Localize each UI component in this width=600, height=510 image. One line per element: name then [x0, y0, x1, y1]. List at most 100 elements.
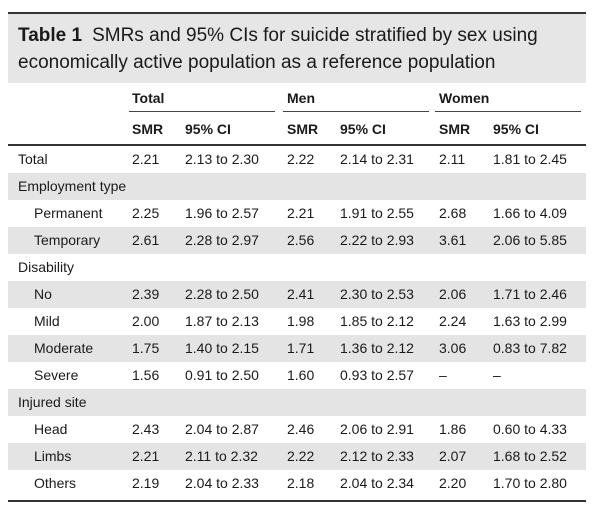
row-label: No: [34, 286, 52, 302]
row-label: Mild: [34, 313, 60, 329]
table-row: Others 2.19 2.04 to 2.33 2.18 2.04 to 2.34 2.…: [8, 470, 586, 497]
cell-total-ci: 0.91 to 2.50: [185, 367, 259, 383]
cell-women-ci: 1.70 to 2.80: [493, 475, 567, 491]
cell-men-ci: 2.30 to 2.53: [340, 286, 414, 302]
cell-total-smr: 2.25: [132, 205, 160, 221]
header-rule: [8, 144, 586, 146]
cell-men-ci: 1.85 to 2.12: [340, 313, 414, 329]
cell-women-ci: 0.83 to 7.82: [493, 340, 567, 356]
caption-text-1: SMRs and 95% CIs for suicide stratified …: [92, 25, 538, 46]
cell-women-smr: 3.61: [439, 232, 467, 248]
row-label: Others: [34, 475, 77, 491]
cell-women-smr: –: [439, 367, 447, 383]
cell-men-smr: 2.46: [287, 421, 315, 437]
col-header-men-smr: SMR: [287, 121, 319, 137]
cell-men-ci: 1.91 to 2.55: [340, 205, 414, 221]
cell-total-smr: 1.56: [132, 367, 160, 383]
row-label: Temporary: [34, 232, 101, 248]
cell-men-smr: 1.71: [287, 340, 315, 356]
cell-men-ci: 2.06 to 2.91: [340, 421, 414, 437]
col-header-total-ci: 95% CI: [185, 121, 231, 137]
cell-total-ci: 2.13 to 2.30: [185, 151, 259, 167]
cell-total-ci: 2.28 to 2.97: [185, 232, 259, 248]
cell-women-ci: 1.66 to 4.09: [493, 205, 567, 221]
cell-total-ci: 2.04 to 2.33: [185, 475, 259, 491]
cell-total-ci: 1.40 to 2.15: [185, 340, 259, 356]
cell-women-smr: 2.06: [439, 286, 467, 302]
row-label: Moderate: [34, 340, 94, 356]
cell-total-smr: 2.19: [132, 475, 160, 491]
cell-men-ci: 2.04 to 2.34: [340, 475, 414, 491]
row-label: Total: [18, 151, 48, 167]
cell-women-ci: 1.68 to 2.52: [493, 448, 567, 464]
table-row: Mild 2.00 1.87 to 2.13 1.98 1.85 to 2.12 2.24…: [8, 308, 586, 335]
group-header-men: Men: [287, 90, 315, 106]
row-label: Severe: [34, 367, 79, 383]
cell-women-ci: 1.81 to 2.45: [493, 151, 567, 167]
cell-men-ci: 2.22 to 2.93: [340, 232, 414, 248]
row-label: Limbs: [34, 448, 72, 464]
cell-men-smr: 2.56: [287, 232, 315, 248]
cell-total-smr: 2.00: [132, 313, 160, 329]
cell-men-smr: 2.41: [287, 286, 315, 302]
cell-women-ci: 1.63 to 2.99: [493, 313, 567, 329]
cell-women-ci: 2.06 to 5.85: [493, 232, 567, 248]
cell-total-smr: 2.61: [132, 232, 160, 248]
cell-men-smr: 1.60: [287, 367, 315, 383]
table-label: Table 1: [18, 25, 83, 46]
cell-women-ci: –: [493, 367, 501, 383]
caption-line-1: Table 1 SMRs and 95% CIs for suicide stra…: [18, 24, 538, 48]
col-header-women-ci: 95% CI: [493, 121, 539, 137]
table-row: No 2.39 2.28 to 2.50 2.41 2.30 to 2.53 2.06 1.…: [8, 281, 586, 308]
cell-total-ci: 2.04 to 2.87: [185, 421, 259, 437]
cell-men-ci: 0.93 to 2.57: [340, 367, 414, 383]
group-header-row: Total Men Women: [8, 83, 586, 113]
bottom-rule: [8, 500, 586, 502]
col-header-men-ci: 95% CI: [340, 121, 386, 137]
cell-women-smr: 2.68: [439, 205, 467, 221]
group-header-total: Total: [132, 90, 165, 106]
table-row: Temporary 2.61 2.28 to 2.97 2.56 2.22 to 2.9…: [8, 227, 586, 254]
section-row: Injured site: [8, 389, 586, 416]
section-row: Disability: [8, 254, 586, 281]
cell-total-smr: 2.43: [132, 421, 160, 437]
cell-total-ci: 1.87 to 2.13: [185, 313, 259, 329]
section-label: Employment type: [18, 178, 127, 194]
col-header-women-smr: SMR: [439, 121, 471, 137]
cell-men-ci: 2.12 to 2.33: [340, 448, 414, 464]
row-label: Permanent: [34, 205, 103, 221]
cell-total-ci: 1.96 to 2.57: [185, 205, 259, 221]
cell-total-smr: 1.75: [132, 340, 160, 356]
col-header-total-smr: SMR: [132, 121, 164, 137]
section-label: Disability: [18, 259, 75, 275]
cell-total-smr: 2.21: [132, 151, 160, 167]
caption-line-2: economically active population as a refe…: [18, 52, 496, 73]
cell-total-ci: 2.28 to 2.50: [185, 286, 259, 302]
cell-women-ci: 0.60 to 4.33: [493, 421, 567, 437]
table-row: Head 2.43 2.04 to 2.87 2.46 2.06 to 2.91 1.86…: [8, 416, 586, 443]
section-row: Employment type: [8, 173, 586, 200]
cell-men-smr: 2.22: [287, 448, 315, 464]
table-row: Total 2.21 2.13 to 2.30 2.22 2.14 to 2.31 2.1…: [8, 146, 586, 173]
cell-women-smr: 2.20: [439, 475, 467, 491]
cell-men-smr: 2.22: [287, 151, 315, 167]
row-label: Head: [34, 421, 68, 437]
cell-women-smr: 3.06: [439, 340, 467, 356]
cell-women-smr: 2.24: [439, 313, 467, 329]
cell-men-smr: 2.18: [287, 475, 315, 491]
group-rule-women: [435, 111, 581, 112]
cell-women-smr: 2.11: [439, 151, 466, 167]
cell-men-smr: 2.21: [287, 205, 315, 221]
cell-women-ci: 1.71 to 2.46: [493, 286, 567, 302]
table-caption: Table 1 SMRs and 95% CIs for suicide stra…: [8, 12, 586, 83]
column-header-row: SMR 95% CI SMR 95% CI SMR 95% CI: [8, 114, 586, 144]
group-rule-men: [283, 111, 429, 112]
cell-women-smr: 1.86: [439, 421, 467, 437]
table-row: Permanent 2.25 1.96 to 2.57 2.21 1.91 to 2.5…: [8, 200, 586, 227]
group-header-women: Women: [439, 90, 490, 106]
table-row: Limbs 2.21 2.11 to 2.32 2.22 2.12 to 2.33 2.0…: [8, 443, 586, 470]
cell-men-ci: 2.14 to 2.31: [340, 151, 414, 167]
cell-total-smr: 2.39: [132, 286, 160, 302]
cell-women-smr: 2.07: [439, 448, 467, 464]
